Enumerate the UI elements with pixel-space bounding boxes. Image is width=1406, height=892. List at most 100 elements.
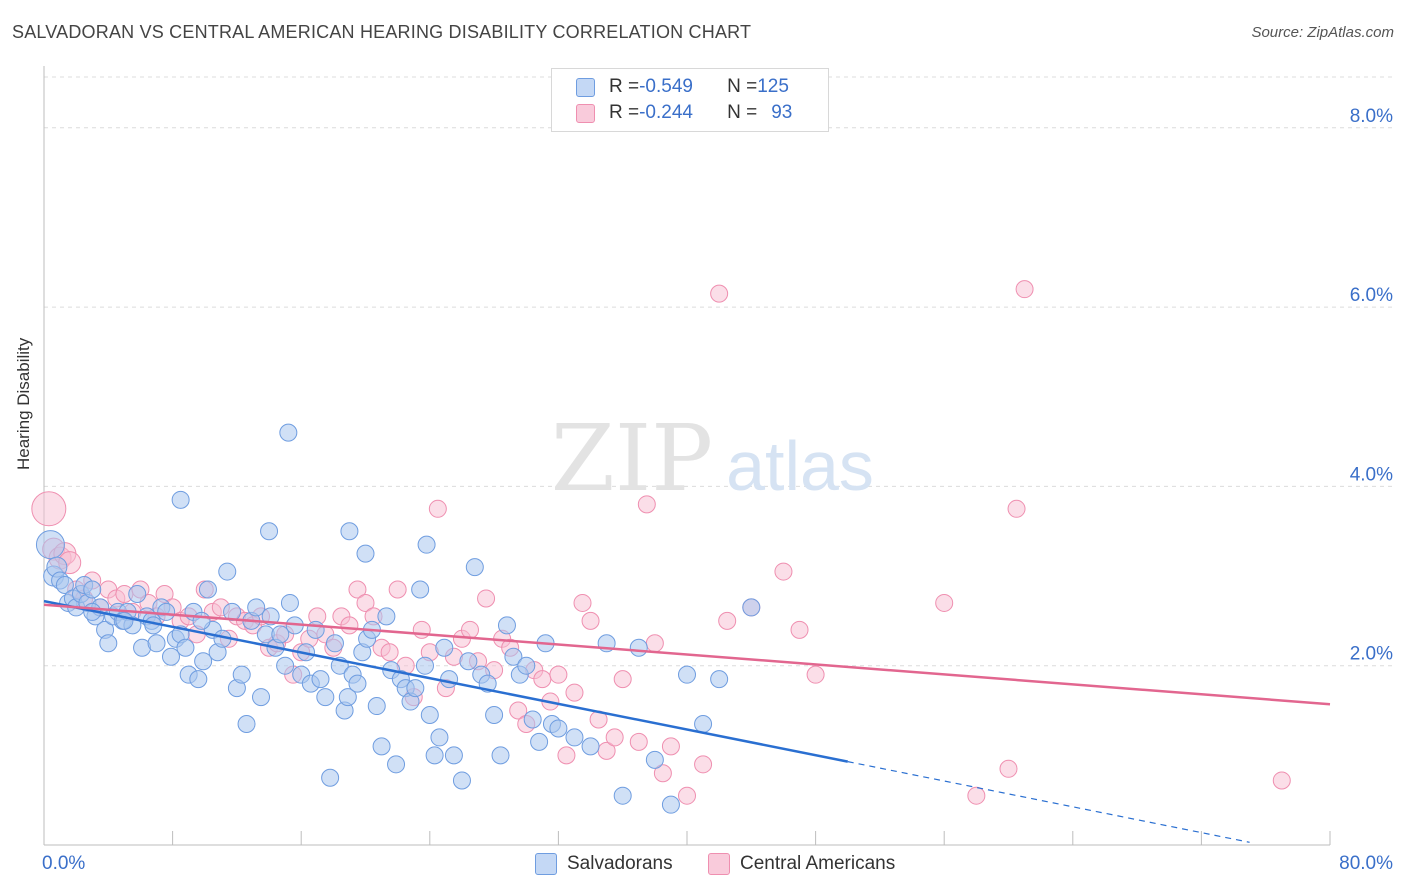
salvadorans-point xyxy=(497,616,516,635)
central-americans-point xyxy=(710,284,729,303)
central-americans-point xyxy=(694,755,713,774)
central-americans-point xyxy=(340,616,359,635)
central-americans-point xyxy=(549,665,568,684)
salvadorans-point xyxy=(367,697,386,716)
central-americans-point xyxy=(348,580,367,599)
legend-r-value: -0.549 xyxy=(639,76,693,97)
watermark-atlas: atlas xyxy=(726,427,874,505)
salvadorans-point xyxy=(387,755,406,774)
central-americans-point xyxy=(31,491,67,527)
central-americans-point xyxy=(790,620,809,639)
central-americans-point xyxy=(573,593,592,612)
salvadorans-point xyxy=(83,580,102,599)
salvadorans-point xyxy=(415,656,434,675)
salvadorans-point xyxy=(340,522,359,541)
legend-r-value: -0.244 xyxy=(639,102,693,123)
salvadorans-point xyxy=(218,562,237,581)
salvadorans-point xyxy=(661,795,680,814)
salvadorans-point xyxy=(252,688,271,707)
salvadorans-point xyxy=(260,522,279,541)
salvadorans-point xyxy=(435,638,454,657)
central-americans-point xyxy=(661,737,680,756)
chart-title: SALVADORAN VS CENTRAL AMERICAN HEARING D… xyxy=(12,22,752,42)
bottom-legend-salvadorans: Salvadorans xyxy=(535,851,673,877)
legend-r-label: R = xyxy=(609,76,640,97)
salvadorans-point xyxy=(128,584,147,603)
central-americans-point xyxy=(678,786,696,805)
salvadorans-point xyxy=(232,665,251,684)
central-americans-point xyxy=(1272,771,1291,790)
bottom-legend-label: Salvadorans xyxy=(567,853,673,874)
salvadorans-point xyxy=(485,706,504,725)
salvadorans-point xyxy=(444,746,463,765)
salvadorans-point xyxy=(417,535,436,554)
central-americans-point xyxy=(477,589,496,608)
salvadorans-point xyxy=(565,728,584,747)
salvadorans-point xyxy=(348,674,367,693)
x-tick-label: 80.0% xyxy=(1339,853,1393,874)
salvadorans-point xyxy=(710,670,729,689)
central-americans-point xyxy=(581,611,600,630)
salvadorans-point xyxy=(237,714,256,733)
legend-swatch-pink xyxy=(576,103,595,123)
central-americans-points xyxy=(31,280,1291,805)
salvadorans-point xyxy=(306,620,325,639)
tick-labels: 2.0% 4.0% 6.0% 8.0% 0.0% 80.0% xyxy=(42,106,1393,874)
salvadorans-point xyxy=(279,423,298,442)
salvadorans-point xyxy=(192,611,211,630)
y-tick-label: 4.0% xyxy=(1350,464,1393,485)
salvadorans-point xyxy=(430,728,449,747)
legend-swatch-blue xyxy=(576,77,595,97)
salvadorans-point xyxy=(161,647,180,666)
salvadorans-point xyxy=(406,679,425,698)
central-americans-point xyxy=(460,620,479,639)
salvadorans-point xyxy=(549,719,568,738)
salvadorans-point xyxy=(321,768,340,787)
salvadorans-point xyxy=(645,750,664,769)
central-americans-trend-line xyxy=(43,603,1331,706)
central-americans-point xyxy=(774,562,793,581)
grid-lines xyxy=(44,76,1392,667)
trend-lines xyxy=(43,599,1331,843)
salvadorans-point xyxy=(271,625,290,644)
central-americans-point xyxy=(388,580,407,599)
correlation-legend: R = -0.549 N = 125 R = -0.244 N = 93 xyxy=(551,68,829,132)
central-americans-point xyxy=(999,759,1018,778)
watermark-zip: ZIP xyxy=(551,405,713,512)
salvadorans-trend-line xyxy=(43,599,848,763)
bottom-legend-label: Central Americans xyxy=(740,853,896,874)
y-tick-label: 2.0% xyxy=(1350,644,1393,665)
salvadorans-point xyxy=(176,638,195,657)
salvadorans-point xyxy=(504,647,523,666)
salvadorans-point xyxy=(99,634,118,653)
salvadorans-point xyxy=(55,576,74,595)
central-americans-point xyxy=(1015,280,1034,299)
salvadorans-point xyxy=(523,710,542,729)
salvadorans-point xyxy=(491,746,510,765)
salvadorans-point xyxy=(440,670,459,689)
salvadorans-point xyxy=(420,706,439,725)
central-americans-point xyxy=(428,499,447,518)
bottom-legend-swatch-blue xyxy=(535,853,557,875)
central-americans-point xyxy=(380,643,399,662)
salvadorans-point xyxy=(311,670,330,689)
salvadorans-point xyxy=(189,670,208,689)
x-tick-label: 0.0% xyxy=(42,853,85,874)
salvadorans-point xyxy=(452,771,471,790)
salvadorans-point xyxy=(465,558,484,577)
legend-n-label: N = xyxy=(727,76,758,97)
salvadorans-point xyxy=(372,737,391,756)
salvadorans-point xyxy=(678,665,696,684)
y-tick-label: 6.0% xyxy=(1350,285,1393,306)
central-americans-point xyxy=(1007,499,1026,518)
central-americans-point xyxy=(565,683,584,702)
bottom-legend-swatch-pink xyxy=(708,853,730,875)
salvadorans-trend-extension xyxy=(847,761,1250,843)
legend-n-label: N = xyxy=(727,102,758,123)
salvadorans-point xyxy=(377,607,396,626)
legend-r-label: R = xyxy=(609,102,640,123)
salvadorans-point xyxy=(147,634,166,653)
salvadorans-point xyxy=(157,602,176,621)
bottom-legend-central-americans: Central Americans xyxy=(708,851,895,877)
salvadorans-point xyxy=(316,688,335,707)
